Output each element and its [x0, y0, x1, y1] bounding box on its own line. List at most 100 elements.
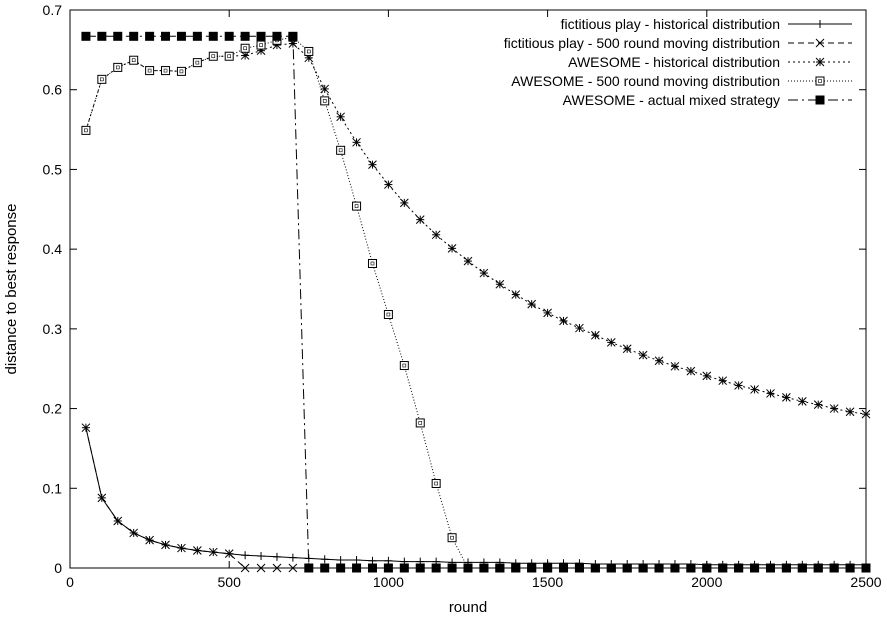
open-square-marker-inner — [84, 128, 88, 133]
open-square-marker-inner — [370, 261, 375, 266]
legend-label: AWESOME - historical distribution — [568, 54, 780, 70]
filled-square-marker — [527, 563, 537, 573]
star-marker — [415, 215, 425, 225]
x-marker — [161, 540, 170, 550]
star-marker — [766, 389, 775, 398]
filled-square-marker — [654, 563, 664, 573]
open-square-marker-inner — [322, 99, 327, 103]
open-square-marker — [113, 62, 123, 72]
open-square-marker — [240, 43, 250, 53]
open-square-marker-inner — [179, 69, 184, 74]
filled-square-marker — [797, 563, 807, 573]
x-marker — [240, 563, 250, 573]
legend: fictitious play - historical distributio… — [504, 16, 852, 108]
open-square-marker — [97, 74, 107, 84]
open-square-marker — [815, 76, 825, 86]
x-tick-label: 1500 — [532, 574, 563, 590]
open-square-marker — [415, 418, 425, 428]
filled-square-marker — [781, 563, 791, 573]
filled-square-marker — [336, 563, 346, 573]
open-square-marker-inner — [259, 43, 263, 47]
filled-square-marker — [256, 31, 266, 41]
star-marker — [463, 256, 473, 266]
open-square-marker — [447, 533, 457, 543]
filled-square-marker — [176, 31, 186, 41]
open-square-marker — [256, 40, 266, 50]
star-marker — [447, 243, 457, 253]
star-marker — [431, 230, 441, 240]
star-marker — [622, 344, 632, 354]
filled-square-marker — [543, 563, 553, 573]
filled-square-marker — [145, 31, 155, 41]
star-marker — [845, 407, 855, 417]
open-square-marker — [224, 51, 234, 61]
open-square-marker — [399, 361, 409, 371]
y-tick-label: 0.4 — [43, 241, 63, 257]
open-square-marker-inner — [386, 312, 391, 317]
open-square-marker-inner — [243, 46, 247, 51]
open-square-marker — [145, 66, 155, 76]
star-marker — [591, 330, 600, 340]
open-square-marker-inner — [195, 60, 200, 65]
filled-square-marker — [622, 563, 632, 573]
y-tick-label: 0.1 — [43, 480, 63, 496]
star-marker — [750, 385, 759, 394]
filled-square-marker — [686, 563, 696, 573]
filled-square-marker — [367, 563, 377, 573]
x-marker — [288, 563, 298, 573]
filled-square-marker — [208, 31, 218, 41]
filled-square-marker — [734, 563, 744, 573]
star-marker — [813, 400, 823, 409]
x-tick-label: 1000 — [373, 574, 404, 590]
open-square-marker-inner — [402, 363, 407, 368]
star-marker — [399, 198, 409, 208]
filled-square-marker — [240, 31, 250, 41]
star-marker — [797, 397, 807, 406]
filled-square-marker — [718, 563, 728, 573]
filled-square-marker — [861, 563, 871, 573]
star-marker — [861, 409, 871, 419]
open-square-marker-inner — [115, 65, 120, 70]
x-marker — [224, 549, 234, 559]
filled-square-marker — [479, 563, 489, 573]
open-square-marker — [192, 58, 202, 68]
x-marker — [272, 563, 282, 573]
open-square-marker-inner — [163, 68, 168, 73]
open-square-marker-inner — [211, 54, 216, 59]
filled-square-marker — [813, 563, 823, 573]
filled-square-marker — [574, 563, 584, 573]
x-marker — [815, 38, 825, 48]
series-2 — [81, 423, 871, 573]
y-tick-label: 0.7 — [43, 2, 63, 18]
star-marker — [543, 308, 552, 318]
y-tick-label: 0.6 — [43, 82, 63, 98]
series-line — [85, 427, 866, 566]
x-marker — [145, 535, 154, 545]
filled-square-marker — [829, 563, 839, 573]
series-line — [85, 36, 866, 569]
y-tick-label: 0.2 — [43, 401, 63, 417]
open-square-marker-inner — [306, 49, 311, 54]
filled-square-marker — [606, 563, 616, 573]
open-square-marker-inner — [450, 535, 454, 540]
x-marker — [81, 423, 91, 433]
series-line — [85, 42, 867, 415]
filled-square-marker — [765, 563, 775, 573]
open-square-marker — [129, 55, 139, 65]
y-axis-title: distance to best response — [3, 204, 20, 375]
open-square-marker — [336, 145, 346, 155]
star-marker — [559, 316, 568, 326]
star-marker — [606, 338, 616, 347]
star-marker — [686, 366, 696, 376]
filled-square-marker — [224, 31, 234, 41]
open-square-marker-inner — [338, 148, 343, 153]
open-square-marker — [161, 66, 171, 76]
star-marker — [718, 376, 728, 386]
filled-square-marker — [272, 31, 282, 41]
x-marker — [97, 493, 107, 503]
filled-square-marker — [383, 563, 393, 573]
axis-ticks: 0 500 1000 1500 2000 2500 0 0.1 0.2 0.3 0.4 0.5 0.6 0… — [43, 2, 882, 590]
filled-square-marker — [845, 563, 855, 573]
legend-label: AWESOME - 500 round moving distribution — [511, 73, 780, 89]
